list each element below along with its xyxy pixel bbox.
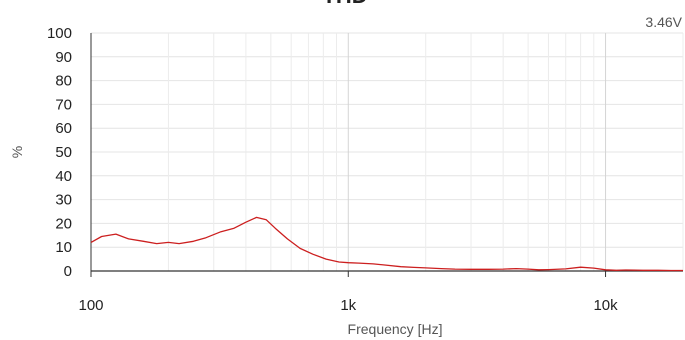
voltage-annotation: 3.46V <box>645 14 682 30</box>
y-tick-label: 100 <box>47 25 72 42</box>
y-tick-label: 50 <box>55 144 72 161</box>
axes <box>90 33 683 277</box>
x-tick-label: 100 <box>78 297 103 314</box>
tick-labels: 0 10 20 30 40 50 60 70 80 90 100 100 1k 10k <box>47 25 618 314</box>
y-tick-label: 10 <box>55 239 72 256</box>
y-tick-label: 80 <box>55 73 72 90</box>
thd-series-line <box>90 216 683 272</box>
y-tick-label: 40 <box>55 168 72 185</box>
x-tick-label: 10k <box>593 297 618 314</box>
y-tick-label: 90 <box>55 49 72 66</box>
plot-area <box>90 216 683 272</box>
y-tick-label: 20 <box>55 215 72 232</box>
chart-title: THD <box>322 0 367 8</box>
x-tick-label: 1k <box>340 297 356 314</box>
y-axis-title: % <box>9 146 25 158</box>
y-tick-label: 0 <box>64 263 72 280</box>
y-tick-label: 60 <box>55 120 72 137</box>
y-tick-label: 70 <box>55 96 72 113</box>
x-axis-title: Frequency [Hz] <box>348 321 443 337</box>
y-tick-label: 30 <box>55 192 72 209</box>
grid-lines <box>91 32 684 271</box>
